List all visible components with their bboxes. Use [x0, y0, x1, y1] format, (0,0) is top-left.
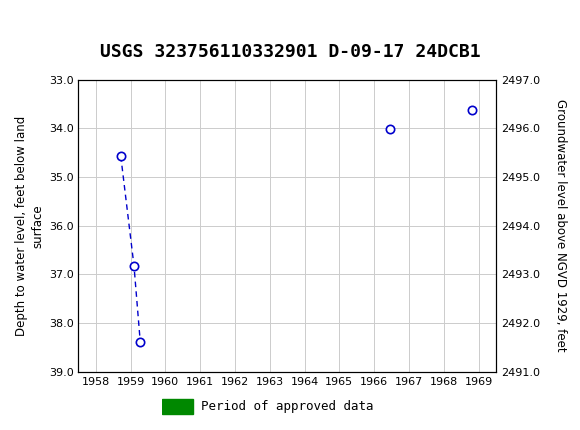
Text: USGS 323756110332901 D-09-17 24DCB1: USGS 323756110332901 D-09-17 24DCB1 [100, 43, 480, 61]
Y-axis label: Depth to water level, feet below land
surface: Depth to water level, feet below land su… [14, 116, 45, 336]
Bar [387, 372, 392, 378]
Text: ≡USGS: ≡USGS [9, 12, 79, 29]
Text: Period of approved data: Period of approved data [201, 400, 373, 413]
FancyBboxPatch shape [162, 399, 193, 414]
Y-axis label: Groundwater level above NGVD 1929, feet: Groundwater level above NGVD 1929, feet [554, 99, 567, 352]
Bar [469, 372, 474, 378]
Bar [114, 372, 132, 378]
